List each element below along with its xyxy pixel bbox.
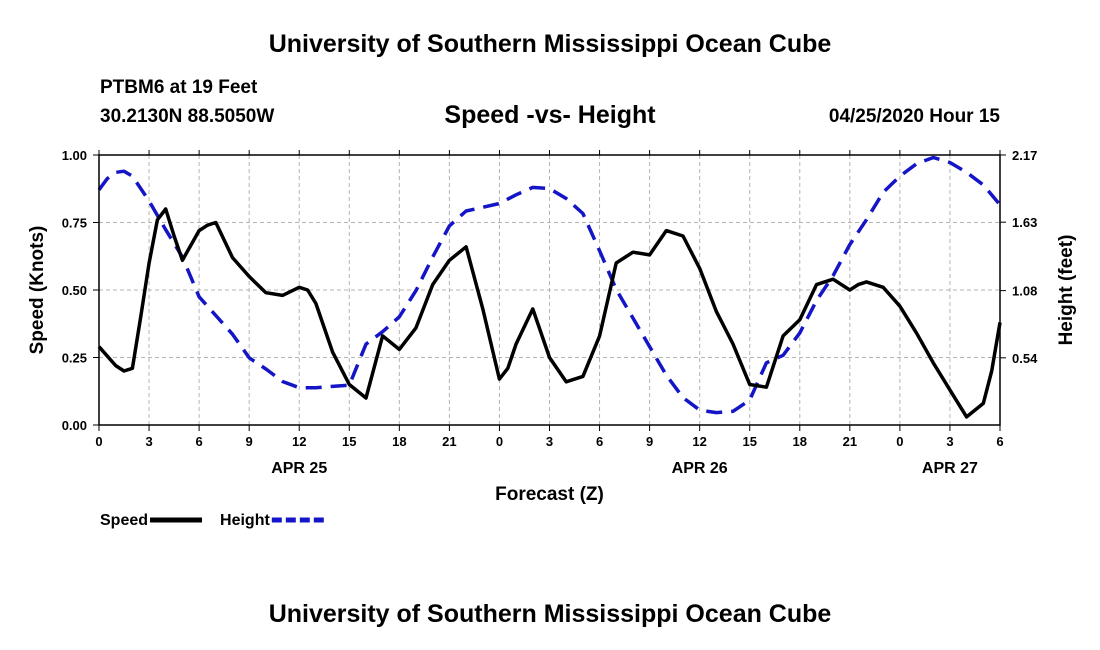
y2-tick-label: 0.54 bbox=[1012, 351, 1038, 366]
x-tick-label: 6 bbox=[996, 434, 1003, 449]
grid-lines bbox=[99, 155, 1000, 425]
y2-tick-label: 1.08 bbox=[1012, 284, 1037, 299]
x-tick-label: 3 bbox=[946, 434, 953, 449]
height-series-line bbox=[97, 155, 1002, 415]
y-tick-label: 0.00 bbox=[62, 418, 87, 433]
date-label: APR 25 bbox=[271, 460, 327, 477]
y2-tick-label: 1.63 bbox=[1012, 215, 1037, 230]
x-tick-label: 18 bbox=[392, 434, 406, 449]
legend-label-height: Height bbox=[220, 512, 270, 529]
x-tick-label: 3 bbox=[145, 434, 152, 449]
x-tick-label: 12 bbox=[692, 434, 706, 449]
x-tick-label: 0 bbox=[896, 434, 903, 449]
bottom-title: University of Southern Mississippi Ocean… bbox=[268, 600, 832, 628]
forecast-datetime: 04/25/2020 Hour 15 bbox=[828, 106, 1000, 127]
top-title: University of Southern Mississippi Ocean… bbox=[268, 30, 832, 58]
y-axis-title: Speed (Knots) bbox=[27, 226, 48, 355]
series-layer bbox=[97, 155, 1002, 419]
x-tick-label: 9 bbox=[246, 434, 253, 449]
x-tick-label: 6 bbox=[596, 434, 603, 449]
x-tick-label: 15 bbox=[742, 434, 756, 449]
x-tick-label: 18 bbox=[793, 434, 807, 449]
chart-title: Speed -vs- Height bbox=[444, 101, 656, 129]
date-label: APR 26 bbox=[672, 460, 728, 477]
y-tick-label: 0.25 bbox=[62, 351, 87, 366]
y2-tick-label: 2.17 bbox=[1012, 148, 1037, 163]
coordinates-label: 30.2130N 88.5050W bbox=[100, 106, 275, 127]
x-tick-label: 0 bbox=[95, 434, 102, 449]
axes: 0 3 6 9 12 15 18 21 0 3 6 9 12 15 18 21 0 3 6 0.00 0.25 0.50 0… bbox=[27, 148, 1077, 505]
x-tick-label: 21 bbox=[442, 434, 456, 449]
legend: Speed Height bbox=[100, 512, 324, 529]
x-tick-label: 21 bbox=[843, 434, 857, 449]
x-axis-title: Forecast (Z) bbox=[495, 484, 604, 505]
y-tick-label: 0.50 bbox=[62, 283, 87, 298]
x-tick-label: 9 bbox=[646, 434, 653, 449]
x-tick-label: 3 bbox=[546, 434, 553, 449]
x-tick-label: 15 bbox=[342, 434, 356, 449]
x-tick-label: 12 bbox=[292, 434, 306, 449]
speed-series-line bbox=[97, 207, 1002, 419]
y2-axis-title: Height (feet) bbox=[1056, 235, 1077, 346]
station-label: PTBM6 at 19 Feet bbox=[100, 77, 258, 98]
legend-label-speed: Speed bbox=[100, 512, 148, 529]
y-tick-label: 0.75 bbox=[62, 216, 87, 231]
y-tick-label: 1.00 bbox=[62, 148, 87, 163]
x-tick-label: 6 bbox=[195, 434, 202, 449]
date-label: APR 27 bbox=[922, 460, 978, 477]
x-tick-label: 0 bbox=[496, 434, 503, 449]
